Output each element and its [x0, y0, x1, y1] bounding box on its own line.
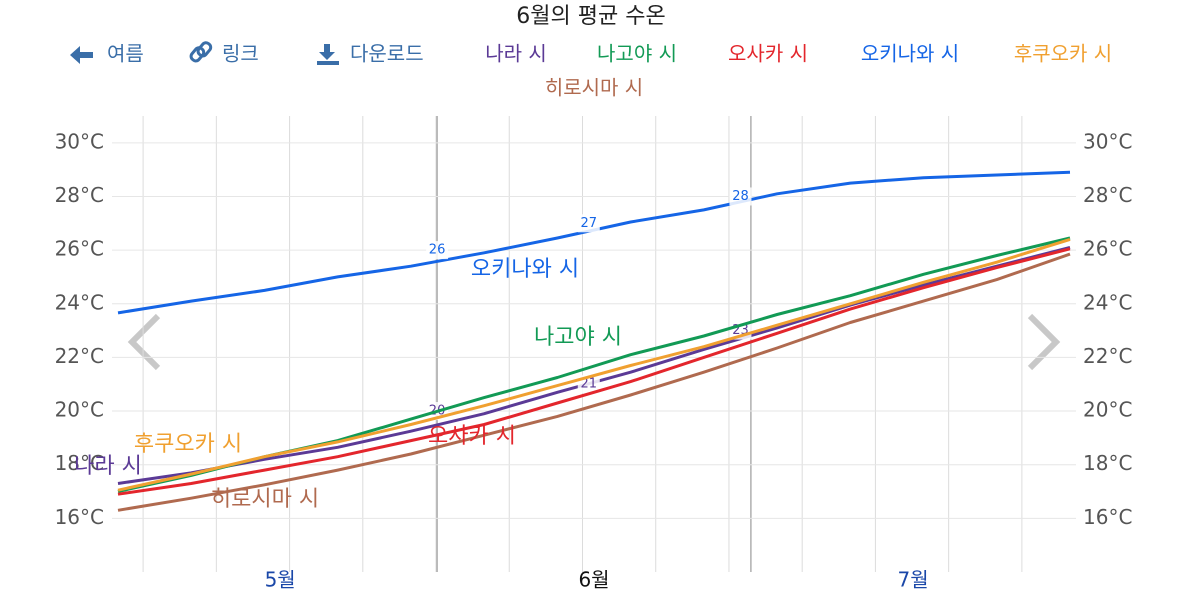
- marker-label: 28: [732, 189, 749, 204]
- toolbar-button[interactable]: 다운로드: [350, 42, 424, 66]
- legend-entry[interactable]: 나고야 시: [597, 42, 677, 66]
- marker-bg: [577, 214, 600, 233]
- series-label: 나고야 시: [534, 325, 622, 350]
- link-icon[interactable]: [189, 41, 213, 63]
- y-tick-label-right: 22°C: [1083, 344, 1132, 368]
- series-line: [117, 237, 1071, 492]
- toolbar: 여름 링크 다운로드: [70, 41, 424, 66]
- y-tick-label: 18°C: [55, 451, 104, 475]
- series-label: 나라 시: [74, 454, 142, 479]
- next-arrow[interactable]: [1027, 313, 1061, 371]
- legend-entry[interactable]: 나라 시: [485, 42, 547, 66]
- y-tick-label: 20°C: [55, 398, 104, 422]
- y-tick-label: 28°C: [55, 183, 104, 207]
- marker-bg: [426, 241, 449, 260]
- series-line: [117, 247, 1071, 496]
- series-label: 오사카 시: [428, 424, 516, 449]
- x-tick-label: 5월: [265, 568, 296, 592]
- series-label: 오키나와 시: [471, 257, 579, 282]
- series: [117, 252, 1071, 512]
- legend-entry[interactable]: 히로시마 시: [545, 76, 643, 100]
- series-line: [117, 236, 1071, 493]
- series: [117, 237, 1071, 492]
- y-tick-label-right: 28°C: [1083, 183, 1132, 207]
- toolbar-button[interactable]: 링크: [222, 42, 259, 66]
- y-tick-label: 30°C: [55, 129, 104, 153]
- x-tick-label: 7월: [898, 568, 929, 592]
- series-label: 히로시마 시: [211, 487, 319, 512]
- legend-entry[interactable]: 오사카 시: [728, 42, 808, 66]
- series: [117, 247, 1071, 496]
- y-tick-label-right: 20°C: [1083, 398, 1132, 422]
- marker-label: 26: [429, 243, 446, 258]
- legend-entry[interactable]: 후쿠오카 시: [1014, 42, 1112, 66]
- y-tick-label: 16°C: [55, 505, 104, 529]
- y-tick-label: 24°C: [55, 290, 104, 314]
- toolbar-button[interactable]: 여름: [107, 42, 144, 66]
- y-tick-label-right: 24°C: [1083, 290, 1132, 314]
- back-icon[interactable]: [70, 46, 93, 64]
- marker-bg: [729, 187, 752, 206]
- y-tick-label-right: 30°C: [1083, 129, 1132, 153]
- y-tick-label-right: 16°C: [1083, 505, 1132, 529]
- y-tick-label: 22°C: [55, 344, 104, 368]
- y-tick-label-right: 18°C: [1083, 451, 1132, 475]
- grid: [112, 116, 1076, 572]
- series: [117, 236, 1071, 493]
- series-label: 후쿠오카 시: [134, 432, 242, 457]
- y-tick-label: 26°C: [55, 237, 104, 261]
- marker-label: 21: [580, 377, 597, 392]
- prev-arrow[interactable]: [127, 313, 161, 371]
- y-tick-label-right: 26°C: [1083, 237, 1132, 261]
- marker-label: 27: [580, 216, 597, 231]
- x-tick-label: 6월: [578, 568, 609, 592]
- series-line: [117, 170, 1071, 315]
- chart-title: 6월의 평균 수온: [516, 4, 665, 29]
- legend-entry[interactable]: 오키나와 시: [861, 42, 959, 66]
- series: 26 27 28: [117, 170, 1071, 315]
- download-icon[interactable]: [317, 44, 339, 65]
- series-line: [117, 252, 1071, 512]
